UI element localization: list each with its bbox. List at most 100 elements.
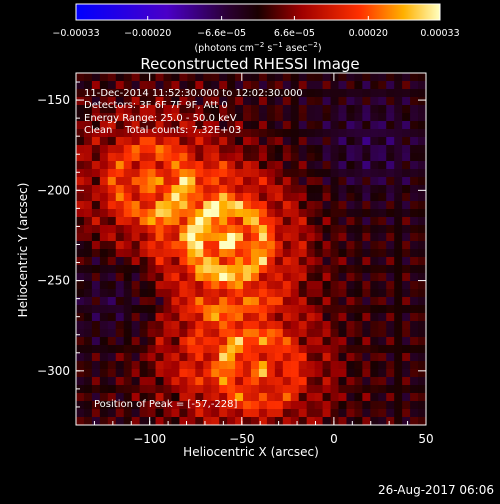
heatmap-cell (203, 273, 212, 282)
heatmap-cell (386, 297, 395, 306)
heatmap-cell (386, 329, 395, 338)
heatmap-cell (155, 233, 164, 242)
heatmap-cell (147, 137, 156, 146)
heatmap-cell (171, 201, 180, 210)
heatmap-cell (298, 153, 308, 162)
heatmap-cell (76, 145, 85, 154)
heatmap-cell (346, 201, 355, 210)
heatmap-cell (410, 353, 419, 362)
heatmap-cell (203, 217, 212, 226)
heatmap-cell (235, 137, 244, 146)
heatmap-cell (155, 401, 164, 410)
heatmap-cell (330, 185, 339, 194)
heatmap-cell (76, 185, 85, 194)
heatmap-cell (378, 393, 387, 402)
heatmap-cell (91, 281, 101, 290)
heatmap-cell (251, 185, 260, 194)
heatmap-cell (123, 241, 133, 250)
heatmap-cell (338, 81, 347, 90)
heatmap-cell (76, 321, 85, 330)
heatmap-cell (354, 233, 363, 242)
heatmap-cell (362, 385, 371, 394)
heatmap-cell (314, 225, 323, 234)
heatmap-cell (346, 153, 355, 162)
heatmap-cell (163, 385, 172, 394)
heatmap-cell (354, 409, 363, 418)
heatmap-cell (171, 273, 180, 282)
heatmap-cell (107, 153, 117, 162)
heatmap-cell (330, 161, 339, 170)
y-axis-label: Heliocentric Y (arcsec) (16, 183, 30, 318)
heatmap-cell (155, 145, 164, 154)
heatmap-cell (370, 273, 379, 282)
heatmap-cell (243, 369, 252, 378)
heatmap-cell (211, 305, 220, 314)
heatmap-cell (370, 233, 379, 242)
heatmap-cell (171, 321, 180, 330)
heatmap-cell (83, 313, 93, 322)
y-tick-label: −250 (37, 274, 70, 288)
heatmap-cell (123, 345, 133, 354)
heatmap-cell (155, 305, 164, 314)
heatmap-cell (362, 153, 371, 162)
heatmap-cell (203, 409, 212, 418)
heatmap-cell (107, 217, 117, 226)
heatmap-cell (410, 321, 419, 330)
heatmap-cell (402, 281, 411, 290)
heatmap-cell (330, 289, 339, 298)
heatmap-cell (418, 161, 427, 170)
heatmap-cell (107, 377, 117, 386)
heatmap-cell (338, 185, 347, 194)
heatmap-cell (139, 161, 148, 170)
heatmap-cell (394, 129, 403, 138)
heatmap-cell (322, 401, 331, 410)
heatmap-cell (322, 305, 331, 314)
annotation-peak-position: Position of Peak = [-57,-228] (94, 399, 238, 410)
heatmap-cell (418, 169, 427, 178)
heatmap-cell (338, 337, 347, 346)
heatmap-cell (314, 361, 323, 370)
heatmap-cell (362, 289, 371, 298)
heatmap-cell (306, 393, 316, 402)
heatmap-cell (298, 273, 308, 282)
heatmap-cell (298, 249, 308, 258)
heatmap-cell (274, 113, 284, 122)
heatmap-cell (378, 337, 387, 346)
heatmap-cell (211, 145, 220, 154)
heatmap-cell (282, 121, 292, 130)
heatmap-cell (187, 193, 196, 202)
heatmap-cell (322, 417, 331, 426)
heatmap-cell (195, 177, 204, 186)
heatmap-cell (171, 305, 180, 314)
heatmap-cell (362, 89, 371, 98)
heatmap-cell (219, 73, 228, 82)
heatmap-cell (322, 185, 331, 194)
heatmap-cell (290, 113, 300, 122)
heatmap-cell (123, 361, 133, 370)
heatmap-cell (123, 409, 133, 418)
heatmap-cell (235, 377, 244, 386)
heatmap-cell (314, 217, 323, 226)
heatmap-cell (410, 73, 419, 82)
heatmap-cell (314, 377, 323, 386)
heatmap-cell (394, 209, 403, 218)
heatmap-cell (402, 417, 411, 426)
heatmap-cell (251, 233, 260, 242)
heatmap-cell (187, 305, 196, 314)
heatmap-cell (338, 289, 347, 298)
heatmap-cell (378, 81, 387, 90)
heatmap-cell (330, 385, 339, 394)
heatmap-cell (171, 345, 180, 354)
heatmap-cell (362, 169, 371, 178)
heatmap-cell (386, 417, 395, 426)
heatmap-cell (107, 281, 117, 290)
heatmap-cell (187, 257, 196, 266)
axis-ticks: −100 −50 0 50−150−200−250−300 (37, 73, 434, 446)
heatmap-cell (155, 161, 164, 170)
heatmap-cell (187, 105, 196, 114)
heatmap-cell (306, 121, 316, 130)
heatmap-cell (290, 305, 300, 314)
heatmap-cell (131, 105, 141, 114)
heatmap-cell (386, 121, 395, 130)
heatmap-cell (211, 193, 220, 202)
